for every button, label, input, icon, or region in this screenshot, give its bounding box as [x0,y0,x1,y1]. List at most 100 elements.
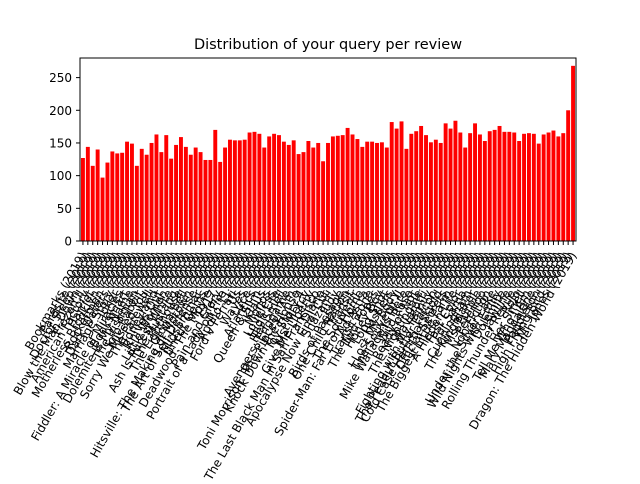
bar [428,142,433,241]
bar [149,142,154,241]
x-axis: Bookmarks (2019)Parasite (2019)Doctor Sl… [11,241,580,484]
bar [237,140,242,241]
bar [208,159,213,241]
bar [477,134,482,241]
bar [375,142,379,241]
bar [541,134,546,241]
bar [424,135,428,241]
bar [154,134,159,241]
bar [350,134,355,241]
bar [125,141,130,241]
y-axis: 0 50 100 150 200 250 [49,71,80,249]
bar [546,132,551,241]
bar [183,146,188,241]
bar [291,140,296,241]
bar [85,146,90,241]
bar [179,137,183,241]
bar [129,143,134,241]
bar [365,141,370,241]
bar [169,158,174,241]
bar [218,161,223,241]
bar [223,147,228,241]
bar [409,133,414,241]
bar [316,142,321,241]
bar [404,148,409,241]
bar [134,165,139,241]
bar [321,161,326,241]
bar [120,152,125,241]
bar [188,154,193,241]
bar [326,142,330,241]
bar [517,141,522,241]
bar [355,139,360,241]
bar [414,131,419,241]
bar [384,147,389,241]
bar [281,141,286,241]
bar [566,110,571,241]
bar [144,154,149,241]
y-tick-label: 150 [49,136,72,150]
bar [526,133,531,241]
bar [228,139,232,241]
bar [443,123,448,241]
bar [301,152,306,241]
bar [335,135,340,241]
y-tick-label: 50 [57,202,72,216]
bar [95,149,100,241]
bar [252,131,257,241]
bar [399,121,404,241]
bar [311,147,316,241]
bar [502,131,507,241]
bar [492,129,497,241]
bar [193,147,198,241]
bar [419,125,424,241]
chart-title: Distribution of your query per review [194,37,462,53]
bars-layer [80,65,576,241]
bar [203,159,208,241]
bar [536,143,541,241]
bar [507,131,512,241]
bar [257,133,262,241]
bar [512,132,517,241]
bar [448,128,453,241]
y-tick-label: 200 [49,104,72,118]
bar [272,133,277,241]
plot-frame [79,57,577,242]
bar [345,127,350,241]
bar [242,139,247,241]
bar [306,141,311,241]
bar [164,135,169,241]
bar [139,148,144,241]
bar [438,142,443,241]
bar [115,153,120,241]
bar [110,151,115,241]
bar [482,141,487,241]
bar [360,146,365,241]
bar [433,139,438,241]
bar [262,147,267,241]
bar [394,128,399,241]
bar [277,135,281,241]
bar [556,136,561,241]
bar [213,129,218,241]
bar [198,152,203,241]
bar [458,132,463,241]
bar [174,144,179,241]
bar [453,120,458,241]
bar [522,133,527,241]
y-tick-label: 100 [49,169,72,183]
y-tick-label: 0 [64,235,72,249]
bar [296,154,301,241]
bar [247,132,252,241]
bar [473,123,477,241]
bar [370,141,375,241]
bar [468,133,473,241]
bar [232,140,237,241]
y-tick-label: 250 [49,71,72,85]
bar [340,135,345,241]
bar [463,147,468,241]
bar [267,136,272,241]
bar [159,152,164,241]
